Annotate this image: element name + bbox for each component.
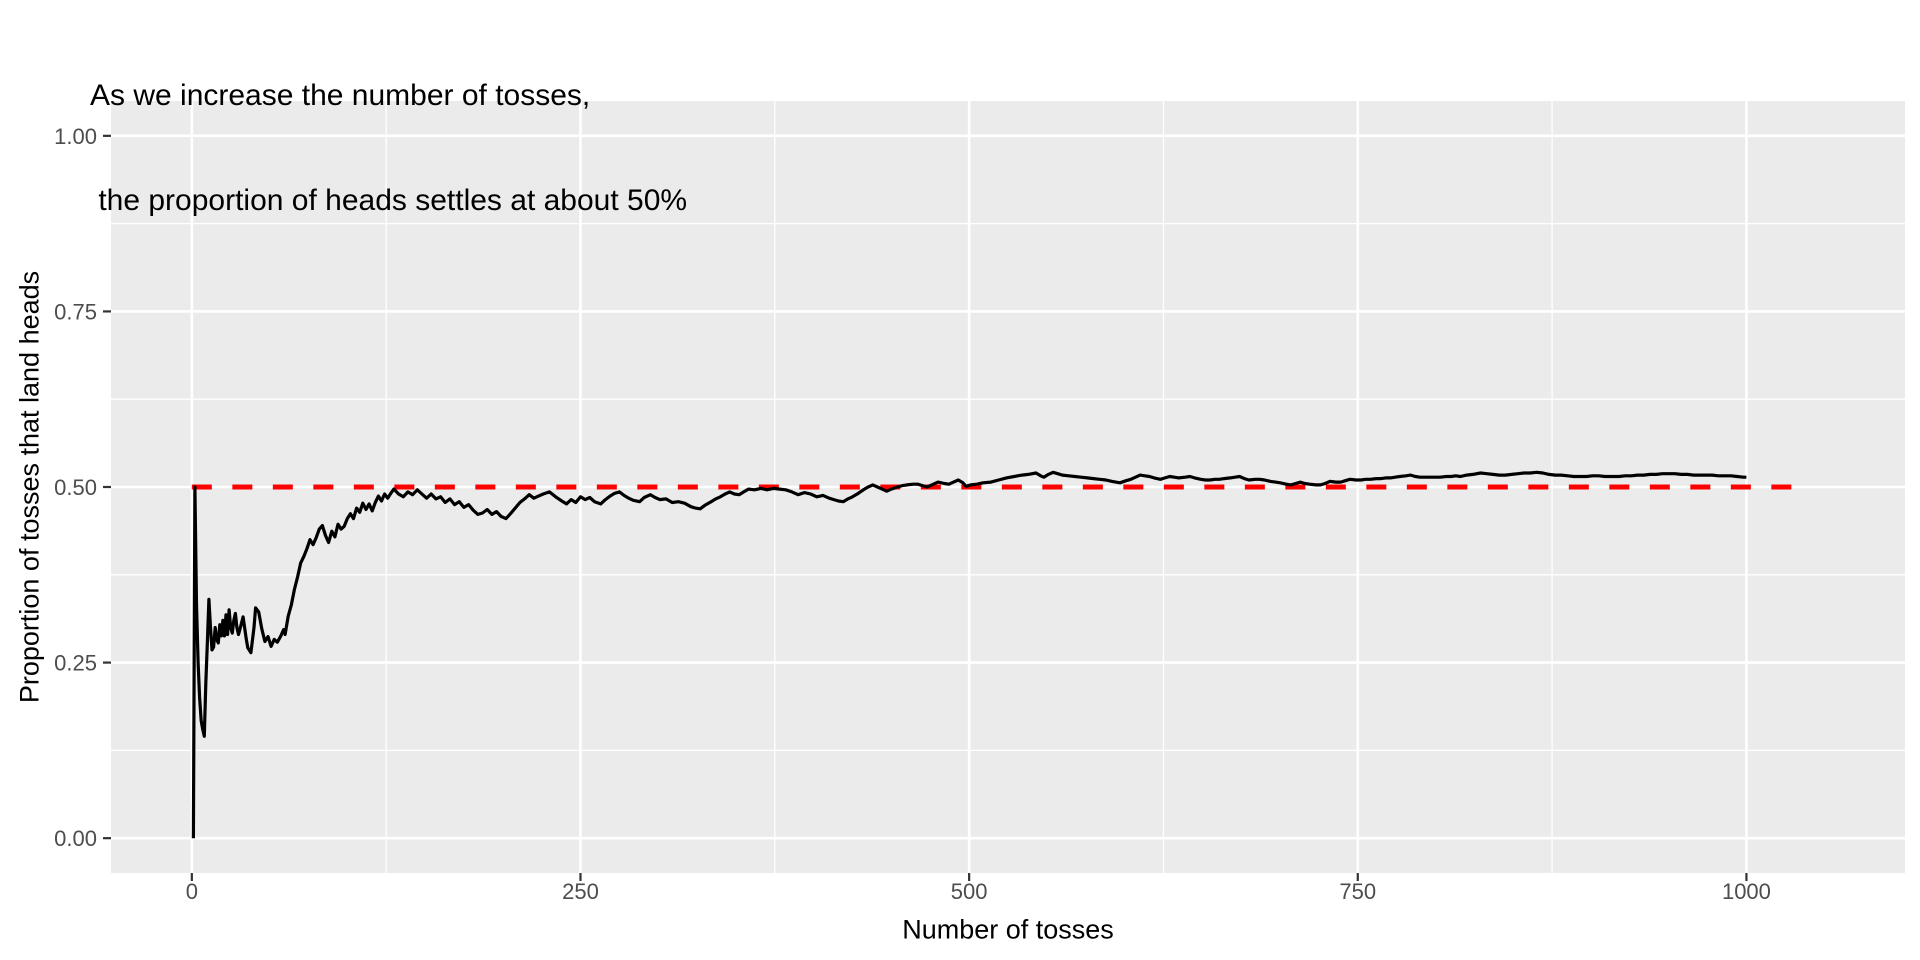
x-axis-title: Number of tosses: [902, 914, 1114, 945]
y-tick-label: 0.25: [54, 651, 97, 676]
x-tick-label: 250: [562, 879, 599, 904]
y-tick-label: 0.75: [54, 299, 97, 324]
series-line-cumulative-proportion-of-heads: [191, 470, 1747, 839]
x-tick-label: 750: [1339, 879, 1376, 904]
x-tick-label: 500: [951, 879, 988, 904]
x-tick-label: 1000: [1722, 879, 1771, 904]
y-axis-title: Proportion of tosses that land heads: [14, 270, 45, 704]
x-tick-label: 0: [186, 879, 198, 904]
y-tick-label: 0.50: [54, 475, 97, 500]
chart-title-line-2: the proportion of heads settles at about…: [90, 184, 688, 217]
chart-title-line-1: As we increase the number of tosses,: [90, 79, 591, 112]
y-tick-label: 0.00: [54, 826, 97, 851]
y-tick-label: 1.00: [54, 124, 97, 149]
chart-title: As we increase the number of tosses, the…: [90, 8, 687, 288]
